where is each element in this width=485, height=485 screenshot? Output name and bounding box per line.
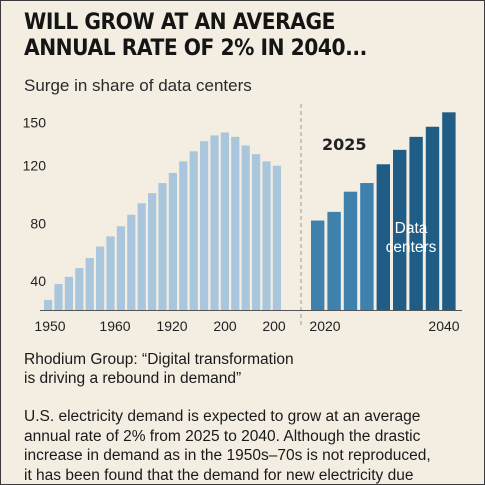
- historical-bar-15: [200, 141, 209, 310]
- historical-bar-17: [220, 132, 229, 310]
- forecast-bar-2: [343, 191, 358, 310]
- historical-bar-0: [44, 299, 53, 310]
- forecast-bar-0: [311, 220, 325, 310]
- forecast-bar-4: [376, 164, 390, 310]
- historical-bar-5: [96, 246, 105, 310]
- historical-bar-7: [116, 226, 125, 310]
- forecast-bar-3: [360, 183, 374, 310]
- x-tick-label-4: 200: [262, 318, 286, 334]
- forecast-bar-1: [327, 211, 341, 310]
- historical-bar-6: [106, 236, 115, 310]
- historical-bar-3: [75, 268, 84, 310]
- bar-chart: 40 80 120 150 2025 Data centers 1950 1960 1920 200…: [23, 104, 462, 334]
- historical-bar-18: [231, 136, 240, 310]
- historical-bar-21: [262, 161, 271, 310]
- historical-bar-10: [148, 193, 157, 310]
- annotation-line-1: centers: [386, 239, 437, 256]
- x-tick-label-3: 200: [213, 318, 237, 334]
- historical-bar-22: [272, 165, 281, 310]
- historical-bar-19: [241, 145, 250, 310]
- forecast-bar-7: [425, 126, 440, 310]
- headline-line-2: ANNUAL RATE OF 2% IN 2040...: [24, 36, 367, 61]
- body-line-2: annual rate of 2% from 2025 to 2040. Alt…: [24, 427, 421, 445]
- x-tick-label-5: 2020: [309, 318, 340, 334]
- x-tick-label-2: 1920: [156, 318, 187, 334]
- annotation-line-0: Data: [395, 220, 428, 237]
- historical-bar-1: [54, 284, 63, 310]
- x-tick-label-1: 1960: [99, 318, 130, 334]
- headline-line-1: WILL GROW AT AN AVERAGE: [24, 10, 335, 35]
- historical-bar-11: [158, 183, 167, 310]
- historical-bar-12: [168, 172, 177, 310]
- source-caption: Rhodium Group: “Digital transformation i…: [24, 350, 464, 388]
- historical-bar-13: [179, 161, 188, 310]
- historical-bar-16: [210, 135, 219, 310]
- y-tick-label-2: 120: [23, 158, 47, 174]
- chart-subtitle: Surge in share of data centers: [24, 76, 252, 95]
- x-tick-label-0: 1950: [34, 318, 65, 334]
- historical-bar-8: [127, 214, 136, 310]
- forecast-bar-6: [409, 136, 423, 310]
- y-tick-label-3: 150: [23, 114, 47, 130]
- body-line-1: U.S. electricity demand is expected to g…: [24, 408, 421, 425]
- historical-bar-20: [252, 154, 261, 310]
- divider-year-label: 2025: [322, 135, 367, 154]
- headline: WILL GROW AT AN AVERAGE ANNUAL RATE OF 2…: [24, 10, 429, 62]
- y-tick-label-1: 80: [30, 215, 46, 231]
- body-line-4: it has been found that the demand for ne…: [24, 466, 414, 484]
- y-tick-label-0: 40: [30, 273, 46, 289]
- forecast-bar-8: [442, 112, 456, 310]
- historical-bar-9: [137, 203, 146, 310]
- caption-line-2: is driving a rebound in demand”: [24, 370, 242, 387]
- caption-line-1: Rhodium Group: “Digital transformation: [24, 351, 294, 368]
- historical-bar-14: [189, 151, 198, 310]
- forecast-bar-5: [393, 149, 407, 310]
- historical-bar-4: [85, 258, 94, 310]
- body-paragraph: U.S. electricity demand is expected to g…: [24, 407, 474, 485]
- x-tick-label-6: 2040: [428, 318, 459, 334]
- historical-bar-2: [64, 276, 73, 310]
- body-line-3: increase in demand as in the 1950s–70s i…: [24, 447, 431, 464]
